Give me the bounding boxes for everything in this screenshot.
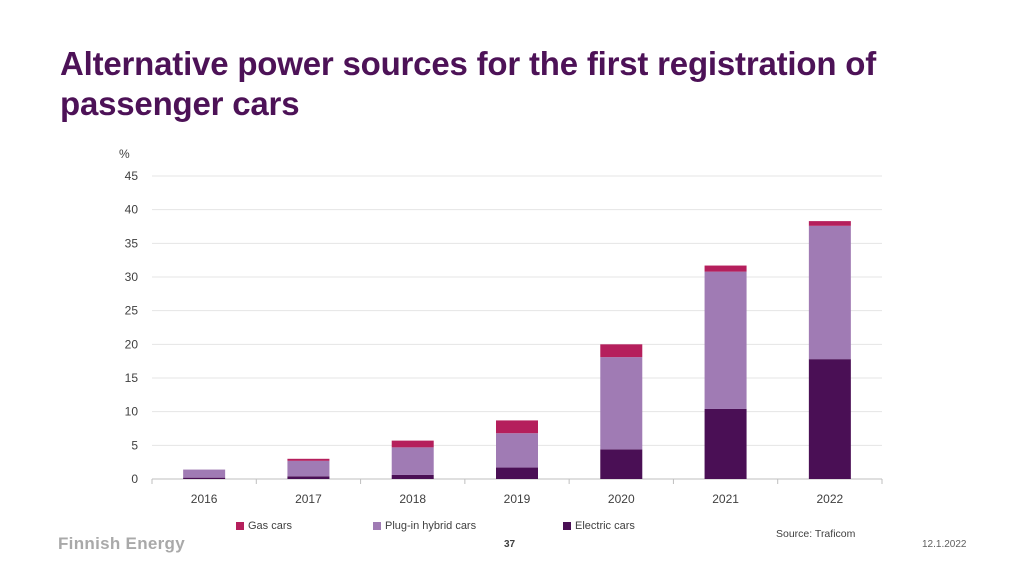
legend-item-electric-cars: Electric cars <box>563 520 635 532</box>
x-tick-label-2016: 2016 <box>191 492 218 506</box>
y-tick-label-10: 10 <box>125 405 139 419</box>
y-tick-label-40: 40 <box>125 203 139 217</box>
y-axis-unit-label: % <box>119 147 130 161</box>
bar-gas-cars-2022 <box>808 221 851 226</box>
x-tick-label-2021: 2021 <box>712 492 739 506</box>
finnish-energy-logo: Finnish Energy <box>58 534 185 553</box>
x-tick-label-2022: 2022 <box>817 492 844 506</box>
bar-electric-cars-2016 <box>183 477 226 479</box>
bar-plug-in-hybrid-cars-2017 <box>287 460 330 477</box>
y-tick-label-30: 30 <box>125 270 139 284</box>
y-tick-label-20: 20 <box>125 337 139 351</box>
bar-plug-in-hybrid-cars-2020 <box>600 357 643 450</box>
source-note: Source: Traficom <box>776 528 856 540</box>
legend-item-plug-in-hybrid: Plug-in hybrid cars <box>373 520 476 532</box>
y-tick-label-45: 45 <box>125 169 139 183</box>
bar-plug-in-hybrid-cars-2016 <box>183 469 226 478</box>
y-tick-label-0: 0 <box>131 472 138 486</box>
y-tick-label-25: 25 <box>125 304 139 318</box>
bar-gas-cars-2021 <box>704 265 747 272</box>
bar-gas-cars-2018 <box>391 440 434 448</box>
bar-plug-in-hybrid-cars-2018 <box>391 447 434 475</box>
bar-gas-cars-2017 <box>287 458 330 461</box>
bar-plug-in-hybrid-cars-2021 <box>704 271 747 409</box>
x-tick-label-2019: 2019 <box>504 492 531 506</box>
bar-electric-cars-2020 <box>600 449 643 479</box>
y-tick-label-35: 35 <box>125 236 139 250</box>
bar-electric-cars-2022 <box>808 359 851 479</box>
bar-electric-cars-2018 <box>391 474 434 479</box>
page-title: Alternative power sources for the first … <box>60 45 876 122</box>
y-tick-label-5: 5 <box>131 438 138 452</box>
bar-electric-cars-2021 <box>704 408 747 479</box>
bar-plug-in-hybrid-cars-2019 <box>496 433 538 468</box>
legend-swatch-gas-cars <box>236 522 244 530</box>
x-tick-label-2020: 2020 <box>608 492 635 506</box>
legend-item-gas-cars: Gas cars <box>236 520 292 532</box>
x-tick-label-2018: 2018 <box>399 492 426 506</box>
legend-label-plug-in-hybrid: Plug-in hybrid cars <box>385 520 477 532</box>
bar-electric-cars-2019 <box>496 467 538 479</box>
legend-swatch-electric-cars <box>563 522 571 530</box>
legend-label-electric-cars: Electric cars <box>575 520 635 532</box>
legend-swatch-plug-in-hybrid <box>373 522 381 530</box>
bar-electric-cars-2017 <box>287 476 330 479</box>
bar-gas-cars-2019 <box>496 420 538 434</box>
x-tick-label-2017: 2017 <box>295 492 322 506</box>
bar-gas-cars-2020 <box>600 344 643 358</box>
bar-plug-in-hybrid-cars-2022 <box>808 225 851 360</box>
page-number: 37 <box>504 539 516 550</box>
slide-date: 12.1.2022 <box>922 539 967 550</box>
legend-label-gas-cars: Gas cars <box>248 520 293 532</box>
y-tick-label-15: 15 <box>125 371 139 385</box>
